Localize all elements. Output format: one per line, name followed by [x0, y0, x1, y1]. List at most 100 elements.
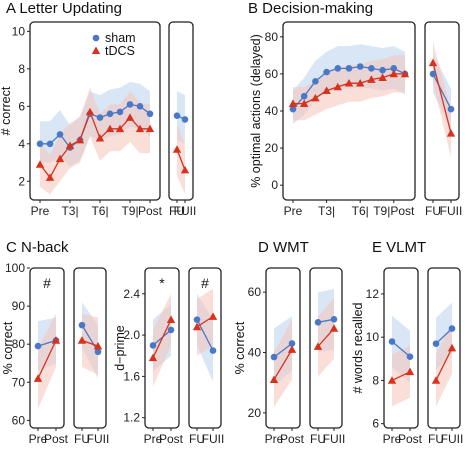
y-tick-label: 20 [265, 141, 279, 155]
tdcs-ci-band [40, 87, 150, 195]
x-tick-label: FUII [87, 432, 110, 446]
tdcs-data-point [288, 99, 298, 107]
legend-sham-label: sham [105, 31, 136, 45]
sham-data-point [167, 326, 175, 334]
sham-series-line [432, 73, 452, 110]
y-tick-label: 1.6 [123, 369, 140, 383]
tdcs-data-point [93, 341, 103, 350]
sham-data-point [330, 316, 338, 323]
sham-data-point [379, 66, 386, 74]
y-tick-label: 4 [18, 137, 25, 151]
y-axis-label: d−prime [113, 325, 127, 371]
plot-frame-followup [73, 267, 107, 429]
sham-data-point [136, 103, 144, 110]
tdcs-data-point [135, 124, 145, 133]
plot-frame-followup [427, 267, 461, 429]
tdcs-data-point [287, 345, 297, 353]
sham-data-point [390, 65, 398, 72]
tdcs-ci-band [38, 313, 56, 409]
sham-series-line [435, 328, 453, 345]
sham-data-point [323, 68, 330, 76]
tdcs-data-point [35, 160, 45, 168]
tdcs-data-point [148, 353, 158, 362]
sham-data-point [448, 325, 456, 332]
x-tick-label: T9| [121, 204, 138, 218]
tdcs-data-point [208, 312, 218, 320]
x-tick-label: T6| [352, 204, 369, 218]
panel-title-c: C N-back [6, 239, 69, 256]
x-tick-label: Pre [29, 432, 48, 446]
tdcs-data-point [105, 124, 115, 133]
x-tick-label: FU [169, 204, 185, 218]
sham-data-point [116, 108, 124, 116]
y-tick-label: 60 [265, 67, 279, 81]
y-tick-label: 80 [12, 337, 26, 351]
y-axis-label: # correct [0, 86, 13, 135]
plot-frame-followup [188, 267, 222, 429]
y-tick-label: 100 [5, 261, 25, 275]
sham-data-point [447, 105, 455, 113]
sham-series-line [273, 342, 293, 358]
sham-data-point [432, 340, 440, 347]
tdcs-data-point [180, 165, 190, 174]
x-tick-label: T3| [318, 204, 335, 218]
plot-frame-followup [424, 21, 460, 201]
tdcs-data-point [447, 343, 457, 352]
sham-data-point [429, 70, 437, 78]
tdcs-data-point [51, 336, 61, 344]
tdcs-data-point [95, 133, 105, 142]
plot-frame-prepost [29, 267, 65, 429]
y-axis-label: # words recalled [351, 302, 365, 393]
tdcs-data-point [311, 93, 320, 102]
sham-data-point [314, 319, 322, 326]
significance-marker: # [201, 275, 209, 291]
sham-data-point [34, 342, 42, 350]
tdcs-data-point [166, 315, 176, 323]
y-tick-label: 8 [18, 62, 25, 76]
panel-title-d: D WMT [258, 239, 309, 256]
tdcs-data-point [446, 129, 456, 137]
x-tick-label: T9|Post [373, 204, 415, 218]
sham-data-point [312, 78, 319, 85]
y-tick-label: 60 [12, 413, 26, 427]
x-tick-label: FUII [323, 432, 346, 446]
x-tick-label: FUII [174, 204, 197, 218]
tdcs-data-point [55, 154, 65, 163]
plot-frame-prepost [144, 267, 180, 429]
tdcs-data-point [45, 173, 55, 181]
tdcs-data-point [329, 324, 339, 332]
sham-data-point [106, 110, 114, 118]
sham-data-point [36, 140, 44, 148]
tdcs-data-point [65, 141, 75, 150]
tdcs-data-point [322, 86, 331, 94]
sham-data-point [146, 110, 154, 118]
sham-data-point [46, 140, 54, 148]
y-tick-label: 6 [372, 417, 379, 431]
tdcs-series-line [435, 347, 453, 381]
y-axis-label: % optimal actions (delayed) [249, 34, 263, 188]
plot-frame-main [29, 21, 161, 201]
sham-data-point [356, 63, 364, 70]
tdcs-data-point [33, 374, 43, 382]
x-tick-label: FU [428, 432, 444, 446]
y-tick-label: 1.2 [123, 411, 140, 425]
tdcs-data-point [428, 58, 438, 67]
tdcs-data-point [389, 69, 398, 78]
tdcs-data-point [356, 78, 365, 87]
x-tick-label: Post [398, 432, 423, 446]
sham-data-point [406, 353, 414, 360]
tdcs-data-point [172, 145, 182, 153]
x-tick-label: Pre [284, 204, 303, 218]
legend-sham-marker [92, 34, 100, 42]
sham-data-point [96, 114, 104, 121]
sham-data-point [193, 316, 201, 323]
x-tick-label: FU [425, 204, 441, 218]
sham-data-point [289, 105, 297, 113]
tdcs-data-point [77, 336, 87, 344]
sham-data-point [173, 112, 181, 119]
sham-data-point [345, 65, 353, 72]
tdcs-data-point [387, 376, 397, 384]
y-tick-label: 2 [18, 174, 25, 188]
x-tick-label: Pre [265, 432, 284, 446]
